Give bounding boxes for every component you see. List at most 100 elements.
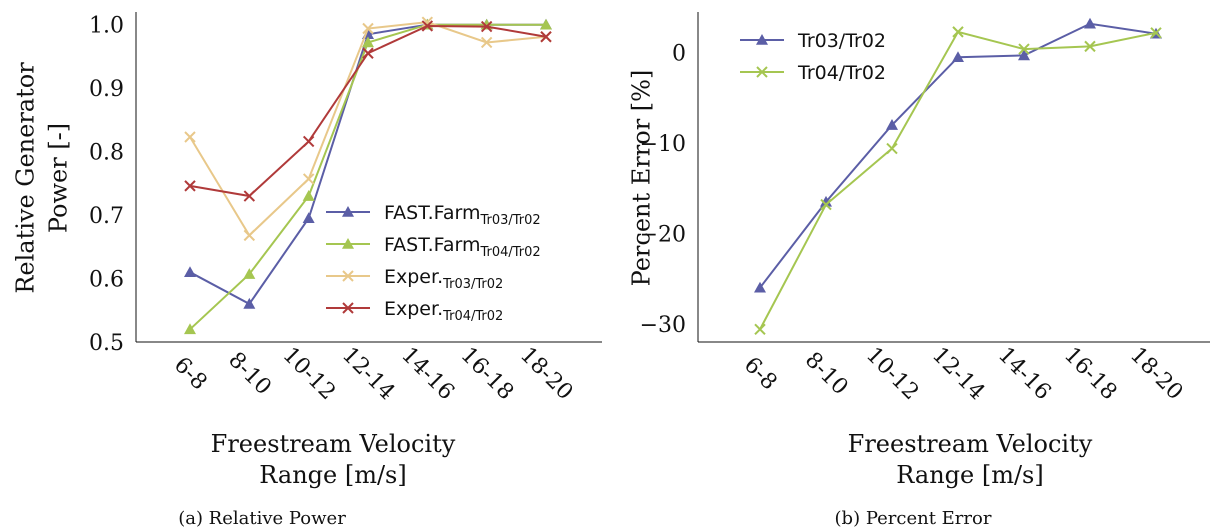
legend-marker (342, 270, 354, 282)
legend-marker (342, 302, 354, 314)
series-2 (184, 16, 552, 242)
data-point (302, 212, 315, 224)
x-tick-label: 16-18 (456, 343, 519, 406)
x-tick-label: 10-12 (278, 343, 341, 406)
y-tick-label: 0.7 (89, 204, 124, 229)
legend-label-main: FAST.Farm (384, 234, 480, 256)
legend-label: Exper.Tr03/Tr02 (384, 266, 503, 292)
x-tick-label: 14-16 (993, 343, 1056, 406)
legend-label-main: Tr03/Tr02 (797, 30, 886, 52)
data-point (362, 47, 374, 59)
series-3 (184, 20, 552, 202)
data-point (754, 281, 766, 293)
data-point (1018, 43, 1030, 55)
legend-marker (756, 34, 768, 45)
x-tick-label: 10-12 (861, 343, 924, 406)
y-tick-label: −30 (640, 313, 686, 338)
data-point (243, 297, 256, 309)
x-axis-label: Freestream Velocity (848, 430, 1093, 458)
data-point (421, 20, 434, 32)
series-line (189, 24, 547, 198)
chart-panel-b: −30 −20 −10 0 6-8 8-10 10-12 12-14 14-16 16-18 18-… (628, 12, 1210, 529)
data-point (1150, 27, 1162, 39)
y-tick-label: 0.6 (89, 268, 124, 293)
data-point (952, 26, 964, 38)
data-point (243, 190, 256, 202)
y-tick-label: 0 (672, 42, 686, 67)
x-tick-label: 14-16 (396, 343, 459, 406)
series-0 (754, 17, 1162, 293)
data-point (886, 119, 898, 130)
x-tick-label: 8-10 (800, 348, 853, 401)
y-tick-label: −10 (640, 132, 686, 157)
y-tick-label: −20 (640, 223, 686, 248)
x-tick-label: 12-14 (927, 343, 990, 406)
data-point (362, 22, 374, 35)
x-tick-label: 6-8 (169, 353, 212, 396)
data-point (362, 36, 374, 48)
data-point (184, 323, 196, 335)
legend-label: FAST.FarmTr04/Tr02 (384, 234, 541, 260)
legend-label: Tr03/Tr02 (797, 30, 886, 52)
legend-label-subscript: Tr03/Tr02 (442, 277, 503, 292)
x-axis-label: Range [m/s] (259, 461, 406, 489)
legend-label-subscript: Tr04/Tr02 (479, 245, 540, 260)
data-point (243, 268, 256, 279)
figure-caption: (a) Relative Power (178, 508, 346, 529)
data-point (1084, 17, 1096, 29)
x-tick-label: 8-10 (223, 348, 276, 401)
data-point (1084, 40, 1096, 53)
data-point (184, 180, 196, 192)
legend-label: Exper.Tr04/Tr02 (384, 298, 503, 324)
x-axis-label: Freestream Velocity (211, 430, 456, 458)
legend-marker (342, 238, 354, 249)
y-axis-label: Relative Generator (12, 62, 40, 294)
legend-label-main: Exper. (384, 266, 443, 288)
data-point (302, 173, 315, 185)
legend-marker (342, 206, 354, 217)
legend-label-main: Exper. (384, 298, 443, 320)
y-tick-label: 0.8 (89, 141, 124, 166)
y-tick-label: 0.5 (89, 331, 124, 356)
x-tick-label: 18-20 (1125, 343, 1188, 406)
data-point (184, 131, 196, 143)
x-axis-label: Range [m/s] (896, 461, 1043, 489)
x-tick-label: 18-20 (515, 343, 578, 406)
data-point (820, 198, 832, 211)
legend-label-main: FAST.Farm (384, 202, 480, 224)
x-tick-label: 12-14 (337, 343, 400, 406)
legend-label-subscript: Tr03/Tr02 (479, 213, 540, 228)
y-axis-label: Power [-] (45, 123, 73, 233)
data-point (1018, 49, 1030, 61)
data-point (480, 20, 493, 33)
data-point (184, 266, 196, 277)
legend: Tr03/Tr02 Tr04/Tr02 (740, 30, 886, 84)
x-tick-label: 16-18 (1059, 343, 1122, 406)
x-tick-label: 6-8 (739, 353, 782, 396)
y-tick-label: 0.9 (89, 77, 124, 102)
data-point (540, 31, 552, 43)
data-point (302, 190, 315, 201)
data-point (540, 18, 552, 30)
series-1 (754, 26, 1162, 336)
data-point (302, 135, 315, 148)
legend-marker (756, 66, 768, 78)
data-point (754, 323, 766, 336)
series-line (189, 23, 546, 306)
legend-label-main: Tr04/Tr02 (797, 62, 886, 84)
data-point (952, 51, 964, 63)
legend-label: FAST.FarmTr03/Tr02 (384, 202, 541, 228)
legend: FAST.FarmTr03/Tr02FAST.FarmTr04/Tr02Expe… (326, 202, 541, 324)
figure-caption: (b) Percent Error (835, 508, 992, 529)
data-point (886, 142, 898, 155)
chart-panel-a: 0.5 0.6 0.7 0.8 0.9 1.0 6-8 8-10 10-1212-1414-16… (12, 12, 602, 529)
legend-label: Tr04/Tr02 (797, 62, 886, 84)
legend-label-subscript: Tr04/Tr02 (442, 309, 503, 324)
data-point (480, 36, 493, 49)
y-axis-label: Percent Error [%] (628, 70, 656, 287)
data-point (820, 195, 832, 207)
y-tick-label: 1.0 (89, 14, 124, 39)
series-0 (184, 18, 552, 309)
data-point (243, 229, 256, 242)
